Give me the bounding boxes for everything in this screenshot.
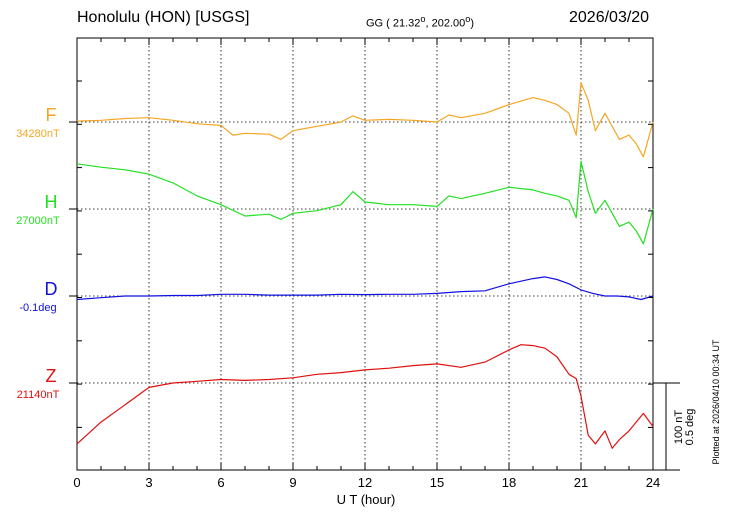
component-letter-f: F [45, 105, 57, 125]
x-tick-label: 24 [646, 475, 660, 490]
series-line-d [76, 276, 654, 301]
component-baseline-h: 27000nT [16, 215, 60, 227]
component-baseline-d: -0.1deg [19, 302, 57, 314]
series-line-z [76, 344, 654, 449]
scale-bar-deg-label: 0.5 deg [684, 408, 696, 446]
x-tick-label: 9 [289, 475, 296, 490]
series-line-f [76, 82, 654, 158]
x-axis-label: U T (hour) [337, 492, 396, 507]
station-title: Honolulu (HON) [USGS] [77, 9, 250, 26]
x-tick-label: 18 [502, 475, 516, 490]
plotted-timestamp: Plotted at 2026/04/10 00:34 UT [711, 339, 721, 465]
component-baseline-z: 21140nT [16, 389, 60, 401]
component-letter-z: Z [45, 366, 57, 386]
x-tick-label: 3 [145, 475, 152, 490]
component-letter-h: H [44, 192, 58, 212]
date-label: 2026/03/20 [569, 9, 650, 26]
component-letter-d: D [44, 279, 58, 299]
x-tick-label: 0 [73, 475, 80, 490]
x-tick-label: 21 [574, 475, 588, 490]
component-baseline-f: 34280nT [16, 128, 60, 140]
x-tick-label: 12 [358, 475, 372, 490]
scale-bar [653, 382, 680, 471]
coordinates: GG ( 21.32o, 202.00o) [366, 14, 475, 30]
series-line-h [76, 160, 654, 245]
x-tick-label: 15 [430, 475, 444, 490]
x-tick-label: 6 [217, 475, 224, 490]
